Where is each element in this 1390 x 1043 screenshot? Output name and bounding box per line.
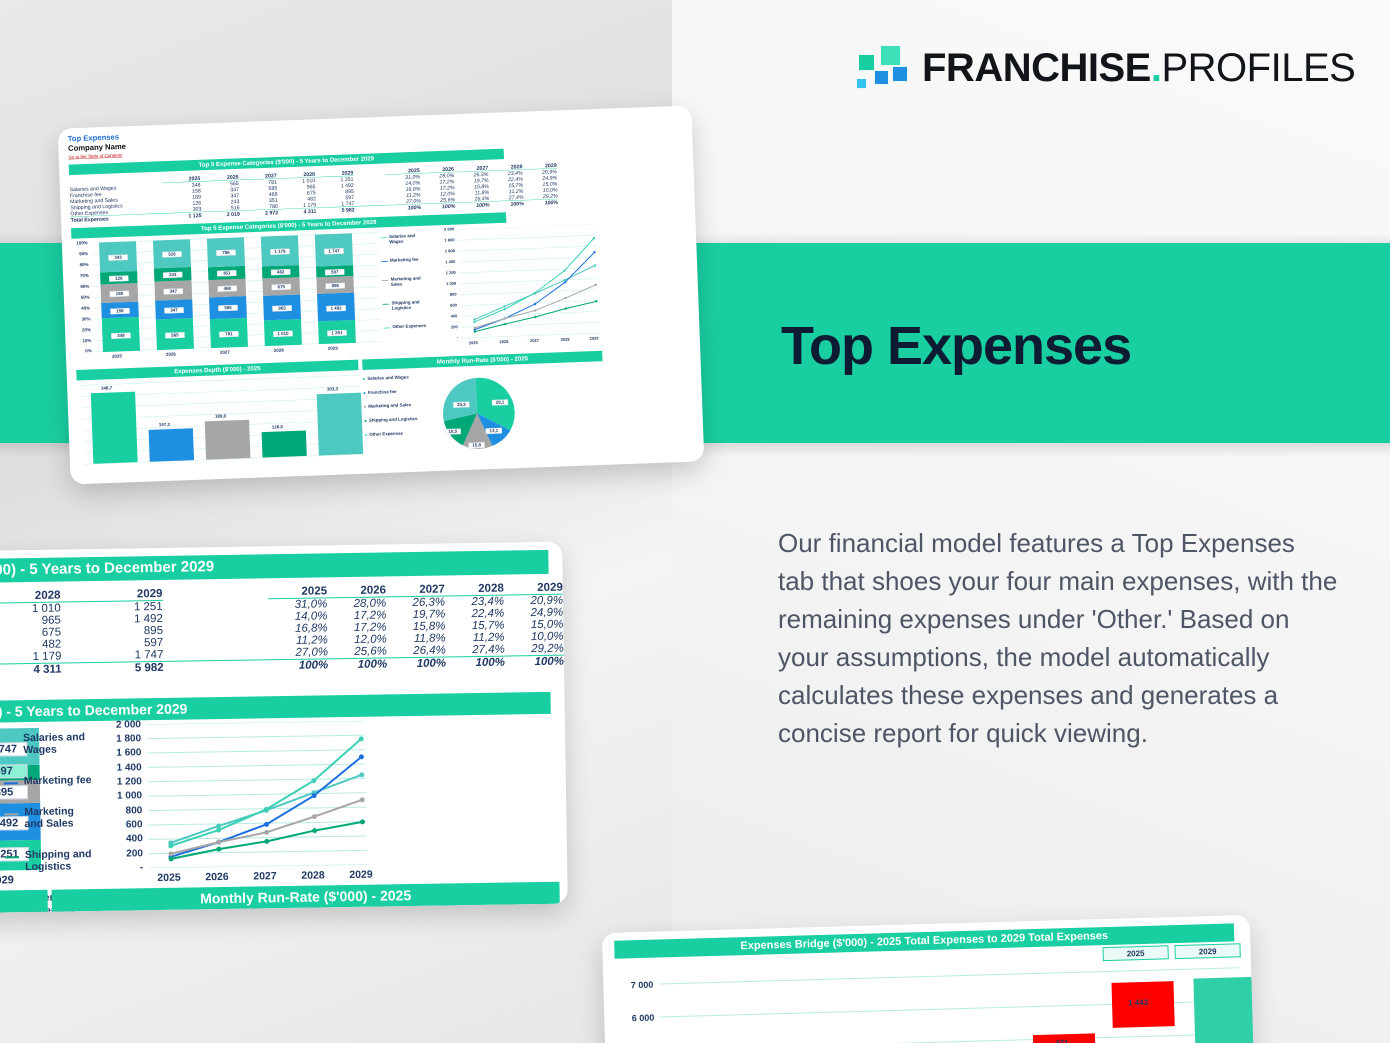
page-title: Top Expenses [781,316,1132,376]
body-copy: Our financial model features a Top Expen… [778,528,1338,748]
sheet-top: Top Expenses Company Name Go to the Tabl… [58,106,705,485]
logo-squares-icon [852,40,908,96]
stacked-bar-chart-zoom: 781 585 468 351 786 1 010 965 675 482 1 … [0,727,42,893]
bridge-bar-4: 1 443 [1111,981,1175,1028]
page-background-right [672,0,1390,1043]
stacked-bar-chart: 100% 90% 80% 70% 60% 50% 40% 30% 20% 10%… [71,232,383,365]
bridge-bar-3: 471 [1032,1033,1096,1043]
expenses-depth-chart: 348,7 157,3 189,0 126,0 303,3 [76,374,364,477]
logo-word-franchise: FRANCHISE [922,46,1151,90]
screenshot-card-middle[interactable]: Top 5 Expense Categories ($'000) - 5 Yea… [0,541,568,917]
line-chart-zoom: 2 000 1 800 1 600 1 400 1 200 1 000 800 … [98,719,373,889]
bridge-legend-2025: 2025 [1102,945,1169,962]
toc-link[interactable]: Go to the Table of Contents [68,152,123,160]
sheet-bottom: Expenses Bridge ($'000) - 2025 Total Exp… [602,915,1255,1043]
banner-categories-zoom-2: Top 5 Expense Categories ($'000) - 5 Yea… [0,691,551,727]
monthly-runrate-pie: Salaries and Wages Franchise fee Marketi… [362,366,606,466]
logo-word-profiles: PROFILES [1161,46,1356,90]
bridge-bar-2029 [1193,976,1255,1043]
stacked-bar-legend: Salaries and Wages Marketing fee Marketi… [380,233,432,335]
sheet-company-name: Company Name [67,142,127,153]
sheet-middle: Top 5 Expense Categories ($'000) - 5 Yea… [0,542,568,917]
screenshot-card-bottom[interactable]: Expenses Bridge ($'000) - 2025 Total Exp… [601,914,1255,1043]
line-chart-top: 2 000 1 800 1 600 1 400 1 200 1 000 800 … [436,224,602,352]
brand-logo: FRANCHISE.PROFILES [852,40,1356,96]
logo-dot: . [1150,46,1162,90]
bridge-legend-2029: 2029 [1174,943,1241,960]
screenshot-card-top[interactable]: Top Expenses Company Name Go to the Tabl… [57,105,705,485]
pie-legend: Salaries and Wages Franchise fee Marketi… [362,374,426,442]
banner-categories-zoom: Top 5 Expense Categories ($'000) - 5 Yea… [0,549,549,587]
